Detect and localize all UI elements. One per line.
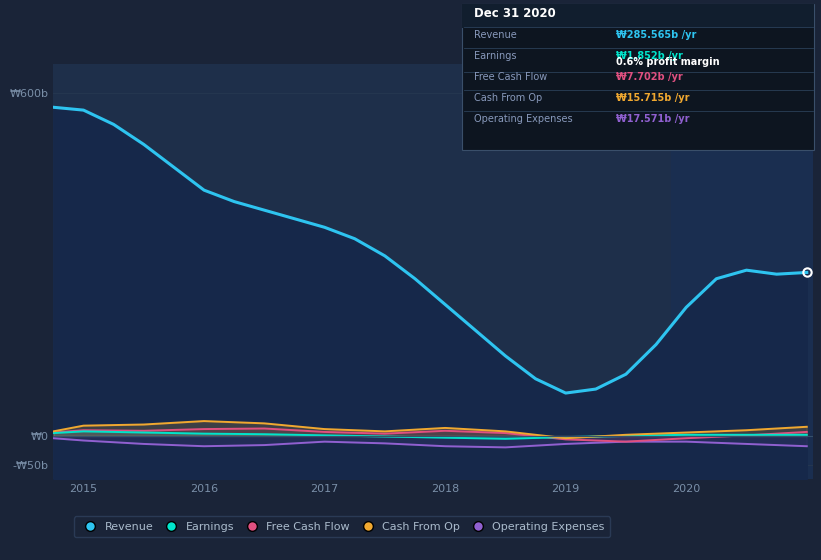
Text: Cash From Op: Cash From Op [474,93,542,102]
Text: 0.6% profit margin: 0.6% profit margin [616,57,719,67]
Bar [671,64,813,479]
Text: Free Cash Flow: Free Cash Flow [474,72,547,82]
Text: Earnings: Earnings [474,51,516,61]
Text: ₩17.571b /yr: ₩17.571b /yr [616,114,690,124]
Text: Revenue: Revenue [474,30,516,40]
Text: Dec 31 2020: Dec 31 2020 [474,7,556,20]
Legend: Revenue, Earnings, Free Cash Flow, Cash From Op, Operating Expenses: Revenue, Earnings, Free Cash Flow, Cash … [74,516,610,538]
Text: ₩15.715b /yr: ₩15.715b /yr [616,93,690,102]
Text: ₩1.852b /yr: ₩1.852b /yr [616,51,682,61]
Text: ₩7.702b /yr: ₩7.702b /yr [616,72,682,82]
Text: ₩285.565b /yr: ₩285.565b /yr [616,30,696,40]
Text: Operating Expenses: Operating Expenses [474,114,572,124]
